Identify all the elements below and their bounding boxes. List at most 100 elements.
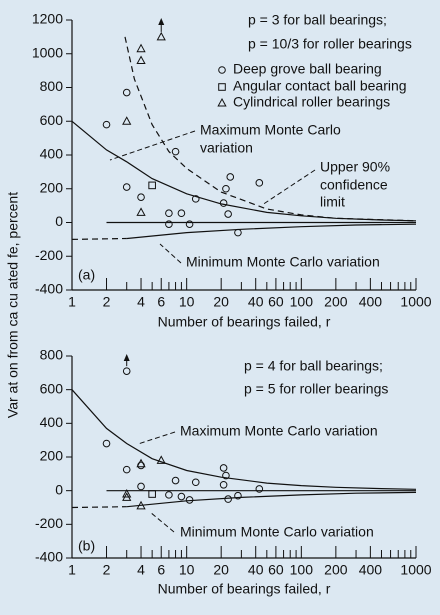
point (171, 147, 180, 156)
point (137, 193, 145, 201)
x-tick-label: 10 (179, 562, 195, 578)
x-tick-label: 60 (268, 294, 284, 310)
x-tick-label: 20 (213, 294, 229, 310)
point (122, 492, 132, 501)
x-tick-label: 400 (359, 294, 383, 310)
leader-line (159, 243, 182, 264)
y-tick-label: 400 (40, 146, 64, 162)
annotation: p = 10/3 for roller bearings (248, 36, 412, 52)
annotation: Maximum Monte Carlo variation (180, 423, 378, 439)
y-tick-label: 600 (40, 112, 64, 128)
x-tick-label: 60 (268, 562, 284, 578)
point (156, 31, 166, 41)
x-tick-label: 2 (103, 562, 111, 578)
point (191, 478, 200, 487)
y-tick-label: -200 (35, 247, 63, 263)
y-tick-label: -400 (35, 549, 63, 565)
x-axis-label: Number of bearings failed, r (158, 314, 331, 330)
point (148, 490, 156, 498)
legend-label: Cylindrical roller bearings (233, 94, 390, 110)
x-tick-label: 100 (290, 294, 314, 310)
y-tick-label: 0 (55, 213, 63, 229)
point (219, 199, 228, 207)
point (136, 207, 146, 216)
point (102, 439, 111, 448)
legend-symbol (217, 97, 227, 107)
annotation: Maximum Monte Carlo (200, 122, 341, 138)
annotation: Minimum Monte Carlo variation (180, 524, 374, 540)
curve (71, 389, 417, 490)
y-tick-label: -400 (35, 281, 63, 297)
point (165, 209, 173, 218)
annotation: limit (320, 194, 345, 210)
point (122, 183, 131, 191)
point (165, 491, 173, 499)
x-tick-label: 2 (103, 294, 111, 310)
point (222, 471, 230, 480)
point (234, 228, 242, 237)
x-tick-label: 40 (248, 562, 264, 578)
point (219, 480, 228, 489)
y-tick-label: 800 (40, 78, 64, 94)
x-tick-label: 200 (324, 294, 348, 310)
point (224, 210, 232, 218)
x-tick-label: 1000 (400, 294, 431, 310)
point (185, 220, 194, 228)
y-tick-label: 200 (40, 448, 64, 464)
point (136, 458, 146, 468)
y-tick-label: -200 (35, 515, 63, 531)
annotation: variation (200, 140, 253, 156)
x-tick-label: 6 (157, 562, 165, 578)
point (224, 495, 232, 503)
x-tick-label: 4 (137, 562, 145, 578)
dashed-curve (124, 36, 417, 222)
annotation: confidence (320, 177, 388, 193)
x-tick-label: 200 (324, 562, 348, 578)
point (255, 485, 264, 493)
y-axis-label: Var at on from ca cu ated fe, percent (5, 192, 21, 418)
x-axis-label: Number of bearings failed, r (158, 581, 331, 597)
x-tick-label: 1 (68, 294, 76, 310)
point (148, 181, 156, 190)
legend-symbol (218, 83, 226, 91)
leader-line (261, 169, 316, 206)
x-tick-label: 4 (137, 294, 145, 310)
point (226, 173, 235, 181)
y-tick-label: 600 (40, 380, 64, 396)
point (156, 455, 166, 464)
x-tick-label: 20 (213, 562, 229, 578)
annotation: (b) (78, 538, 95, 554)
point (136, 43, 146, 53)
leader-line (149, 511, 175, 533)
y-tick-label: 0 (55, 481, 63, 497)
point (219, 464, 228, 472)
legend-label: Deep grove ball bearing (233, 61, 382, 77)
annotation: p = 4 for ball bearings; (244, 358, 383, 374)
x-tick-label: 400 (359, 562, 383, 578)
point (171, 476, 180, 485)
point (177, 492, 186, 501)
dashed-curve (71, 237, 127, 240)
annotation: (a) (78, 267, 95, 283)
leader-line (137, 431, 176, 445)
off-scale-arrowhead (158, 18, 165, 25)
point (137, 482, 145, 491)
curve (126, 491, 417, 508)
point (177, 209, 186, 218)
annotation: Minimum Monte Carlo variation (186, 254, 380, 270)
curve (126, 223, 417, 240)
y-tick-label: 200 (40, 179, 64, 195)
legend-symbol (218, 66, 226, 74)
point (122, 367, 131, 375)
y-tick-label: 1200 (32, 11, 63, 27)
dashed-curve (71, 506, 127, 509)
annotation: p = 3 for ball bearings; (248, 12, 387, 28)
y-tick-label: 1000 (32, 44, 63, 60)
leader-line (109, 130, 196, 161)
point (165, 220, 173, 228)
point (191, 195, 200, 203)
y-tick-label: 400 (40, 414, 64, 430)
point (222, 184, 230, 193)
point (102, 120, 111, 129)
